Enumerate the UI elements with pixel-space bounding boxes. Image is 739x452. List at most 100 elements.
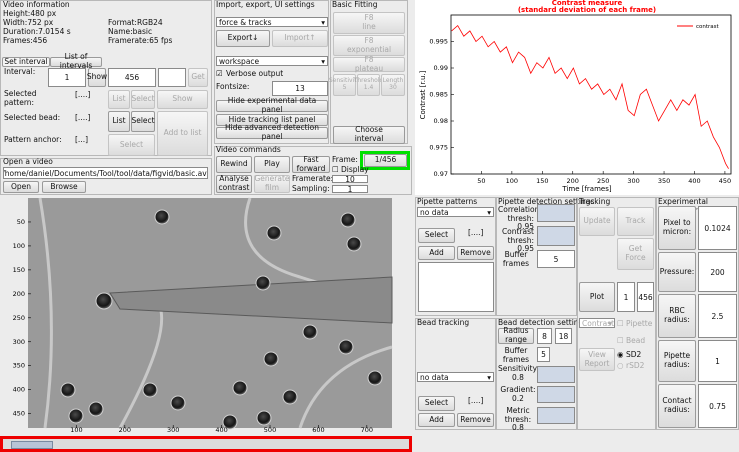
label: Contrast thresh: 0.95 — [501, 227, 534, 254]
button[interactable]: Import↑ — [272, 30, 328, 47]
checkbox[interactable]: ☐ — [617, 336, 624, 345]
button[interactable]: Browse — [42, 181, 86, 193]
button[interactable]: Add — [418, 246, 455, 260]
parameter-value[interactable]: 0.75 — [698, 384, 737, 428]
beads — [60, 209, 383, 430]
open-video-panel — [0, 158, 212, 195]
input[interactable]: 5 — [537, 347, 550, 362]
scrollbar[interactable] — [0, 436, 412, 452]
label: Metric thresh: 0.8 — [504, 406, 532, 433]
button[interactable]: Radius range — [498, 327, 534, 344]
button[interactable]: Select — [418, 396, 455, 411]
dropdown[interactable]: no data — [417, 207, 494, 217]
checkbox[interactable]: ☐ — [332, 165, 339, 174]
button[interactable]: Rewind — [216, 156, 252, 173]
input[interactable]: 456 — [637, 282, 654, 312]
button[interactable]: List — [108, 111, 130, 132]
button[interactable]: Threshold 1.4 — [354, 74, 383, 96]
button[interactable]: Open — [3, 181, 39, 193]
button[interactable]: Fast forward — [292, 155, 330, 173]
button[interactable]: List — [108, 90, 130, 109]
parameter-label[interactable]: RBC radius: — [658, 294, 696, 338]
button[interactable]: F8 line — [333, 12, 405, 34]
y-tick-label: 400 — [13, 386, 25, 394]
panel-title: Tracking — [579, 197, 611, 206]
button[interactable]: View Report — [579, 348, 615, 371]
pipette-detection-panel — [496, 197, 577, 316]
button[interactable]: Length 30 — [381, 74, 405, 96]
checkbox[interactable]: ☐ — [617, 319, 624, 328]
button[interactable]: Select — [131, 111, 155, 132]
button[interactable]: Choose interval — [333, 126, 405, 144]
button[interactable]: Plot — [579, 282, 615, 312]
button[interactable]: Show — [87, 68, 107, 87]
button[interactable]: Generate film — [254, 174, 290, 193]
button[interactable]: Hide experimental data panel — [216, 97, 328, 114]
checkbox[interactable]: ☑ — [216, 69, 223, 78]
dropdown[interactable]: workspace — [216, 56, 328, 66]
label: Frame: — [332, 155, 358, 164]
button[interactable]: Hide tracking list panel — [216, 114, 328, 126]
input[interactable]: /home/daniel/Documents/Tool/tool/data/fi… — [3, 167, 208, 179]
button[interactable]: Add to list — [157, 111, 208, 156]
input[interactable]: 1 — [617, 282, 635, 312]
input[interactable]: 13 — [272, 81, 328, 96]
slider[interactable] — [537, 407, 575, 424]
button[interactable]: Get Force — [617, 238, 654, 270]
button[interactable]: Remove — [457, 413, 494, 427]
input[interactable]: 1 — [332, 185, 368, 193]
scroll-thumb[interactable] — [11, 441, 53, 449]
bead-tracking-panel — [415, 318, 496, 430]
button[interactable]: Select — [131, 90, 155, 109]
slider[interactable] — [537, 226, 575, 246]
button[interactable]: Update — [579, 207, 615, 236]
parameter-value[interactable]: 1 — [698, 340, 737, 382]
panel-title: Open a video — [3, 157, 53, 166]
button[interactable]: Select — [418, 228, 455, 243]
radio[interactable]: ○ — [617, 361, 624, 370]
button[interactable]: Play — [254, 156, 290, 173]
slider[interactable] — [537, 386, 575, 403]
button[interactable]: Remove — [457, 246, 494, 260]
input[interactable]: 10 — [332, 175, 368, 183]
button[interactable]: Track — [617, 207, 654, 236]
parameter-value[interactable]: 200 — [698, 252, 737, 292]
input[interactable]: 1 — [48, 68, 86, 87]
slider[interactable] — [537, 366, 575, 383]
button[interactable]: F8 plateau — [333, 55, 405, 72]
button[interactable]: Add — [418, 413, 455, 427]
button[interactable]: Hide advanced detection panel — [216, 124, 328, 141]
dropdown[interactable]: force & tracks — [216, 17, 328, 27]
parameter-label[interactable]: Pipette radius: — [658, 340, 696, 382]
x-tick-label: 400 — [215, 426, 227, 433]
button[interactable]: Show — [157, 90, 208, 109]
radio[interactable]: ◉ — [617, 350, 624, 359]
button[interactable]: Export↓ — [216, 30, 270, 47]
button[interactable]: F8 exponential — [333, 35, 405, 56]
info: Name:basic — [108, 27, 153, 36]
y-tick-label: 450 — [13, 410, 25, 418]
list-box[interactable] — [418, 262, 494, 312]
button[interactable]: Get — [188, 68, 208, 87]
button[interactable]: Sensitivity 5 — [329, 74, 360, 96]
frame-field[interactable]: 1/456 — [364, 154, 407, 167]
parameter-label[interactable]: Contact radius: — [658, 384, 696, 428]
tab[interactable]: Set interval — [2, 57, 50, 67]
input[interactable]: 5 — [537, 250, 575, 268]
button[interactable]: Select — [108, 134, 155, 156]
dropdown[interactable]: Contrast — [579, 318, 615, 328]
input[interactable]: 18 — [555, 328, 572, 344]
label: Correlation thresh: 0.95 — [498, 205, 540, 232]
parameter-value[interactable]: 0.1024 — [698, 206, 737, 250]
button[interactable]: Analyse contrast — [216, 175, 252, 193]
dropdown[interactable]: no data — [417, 372, 494, 382]
input[interactable] — [158, 68, 186, 87]
parameter-value[interactable]: 2.5 — [698, 294, 737, 338]
tab[interactable]: List of intervals — [50, 53, 102, 70]
parameter-label[interactable]: Pixel to micron: — [658, 206, 696, 250]
slider[interactable] — [537, 204, 575, 222]
parameter-label[interactable]: Pressure: — [658, 252, 696, 292]
y-tick-label: 300 — [13, 338, 25, 346]
input[interactable]: 456 — [108, 68, 156, 87]
input[interactable]: 8 — [537, 328, 552, 344]
